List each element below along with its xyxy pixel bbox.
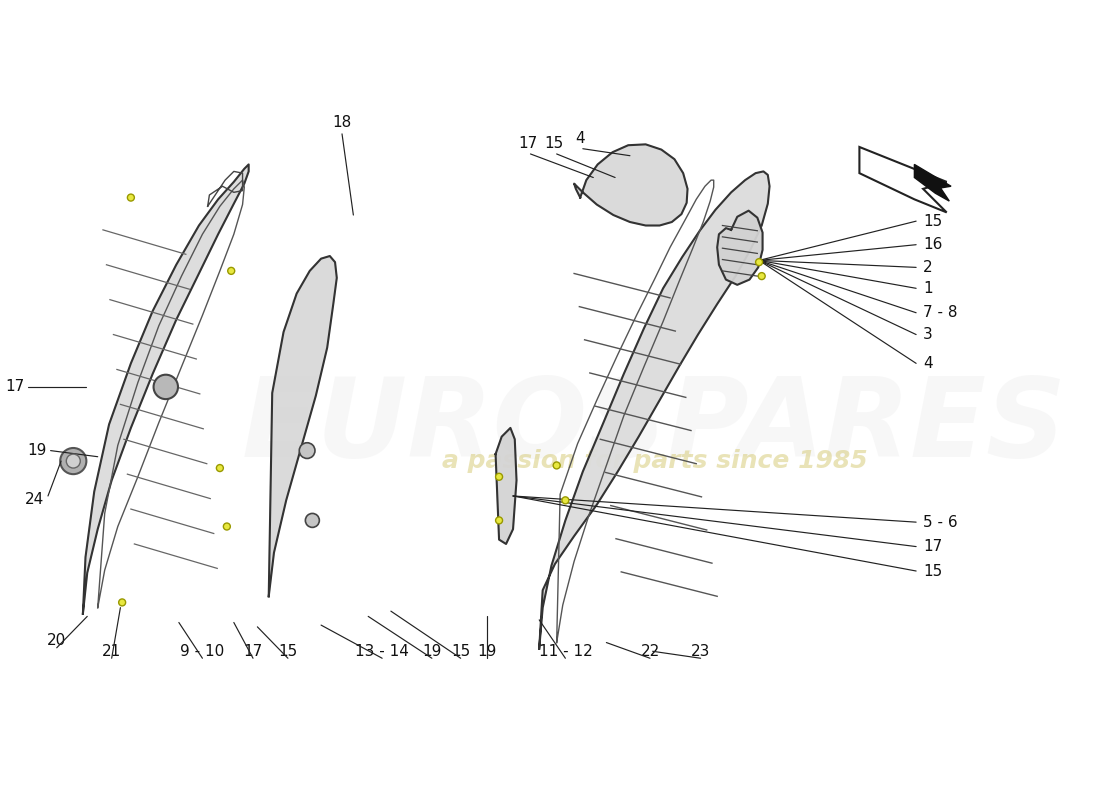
Text: 15: 15 [451, 644, 471, 658]
Circle shape [60, 448, 87, 474]
Circle shape [758, 273, 766, 279]
Text: EUROSPARES: EUROSPARES [242, 373, 1067, 480]
Polygon shape [539, 171, 770, 649]
Text: 7 - 8: 7 - 8 [923, 306, 958, 320]
Polygon shape [859, 147, 947, 213]
Text: 11 - 12: 11 - 12 [539, 644, 592, 658]
Text: 15: 15 [544, 136, 563, 151]
Text: 20: 20 [47, 634, 66, 648]
Text: 13 - 14: 13 - 14 [355, 644, 409, 658]
Text: 9 - 10: 9 - 10 [180, 644, 224, 658]
Circle shape [299, 442, 315, 458]
Circle shape [66, 454, 80, 468]
Text: 2: 2 [923, 260, 933, 275]
Circle shape [496, 474, 503, 480]
Text: 19: 19 [477, 644, 496, 658]
Circle shape [756, 258, 762, 266]
Circle shape [128, 194, 134, 201]
Text: 17: 17 [243, 644, 263, 658]
Text: a passion for parts since 1985: a passion for parts since 1985 [441, 449, 867, 473]
Circle shape [306, 514, 319, 527]
Polygon shape [82, 165, 249, 614]
Text: 22: 22 [640, 644, 660, 658]
Text: 23: 23 [691, 644, 711, 658]
Text: 4: 4 [923, 356, 933, 371]
Circle shape [562, 497, 569, 504]
Polygon shape [717, 210, 762, 285]
Circle shape [154, 374, 178, 399]
Polygon shape [268, 256, 337, 596]
Text: 15: 15 [923, 563, 943, 578]
Text: 17: 17 [518, 136, 538, 151]
Text: 15: 15 [923, 214, 943, 229]
Circle shape [228, 267, 234, 274]
Text: 18: 18 [332, 115, 352, 130]
Text: 19: 19 [422, 644, 441, 658]
Text: 15: 15 [278, 644, 297, 658]
Text: 4: 4 [575, 130, 585, 146]
Circle shape [217, 465, 223, 471]
Circle shape [119, 599, 125, 606]
Circle shape [553, 462, 560, 469]
Text: 16: 16 [923, 237, 943, 252]
Text: 3: 3 [923, 327, 933, 342]
Text: 19: 19 [28, 443, 47, 458]
Polygon shape [574, 144, 688, 226]
Text: 5 - 6: 5 - 6 [923, 514, 958, 530]
Text: 24: 24 [24, 492, 44, 507]
Text: 17: 17 [6, 379, 24, 394]
Circle shape [223, 523, 230, 530]
Text: 1: 1 [923, 281, 933, 296]
Text: 17: 17 [923, 539, 943, 554]
Text: 21: 21 [102, 644, 121, 658]
Polygon shape [496, 428, 517, 544]
Circle shape [496, 517, 503, 524]
Polygon shape [914, 165, 952, 201]
